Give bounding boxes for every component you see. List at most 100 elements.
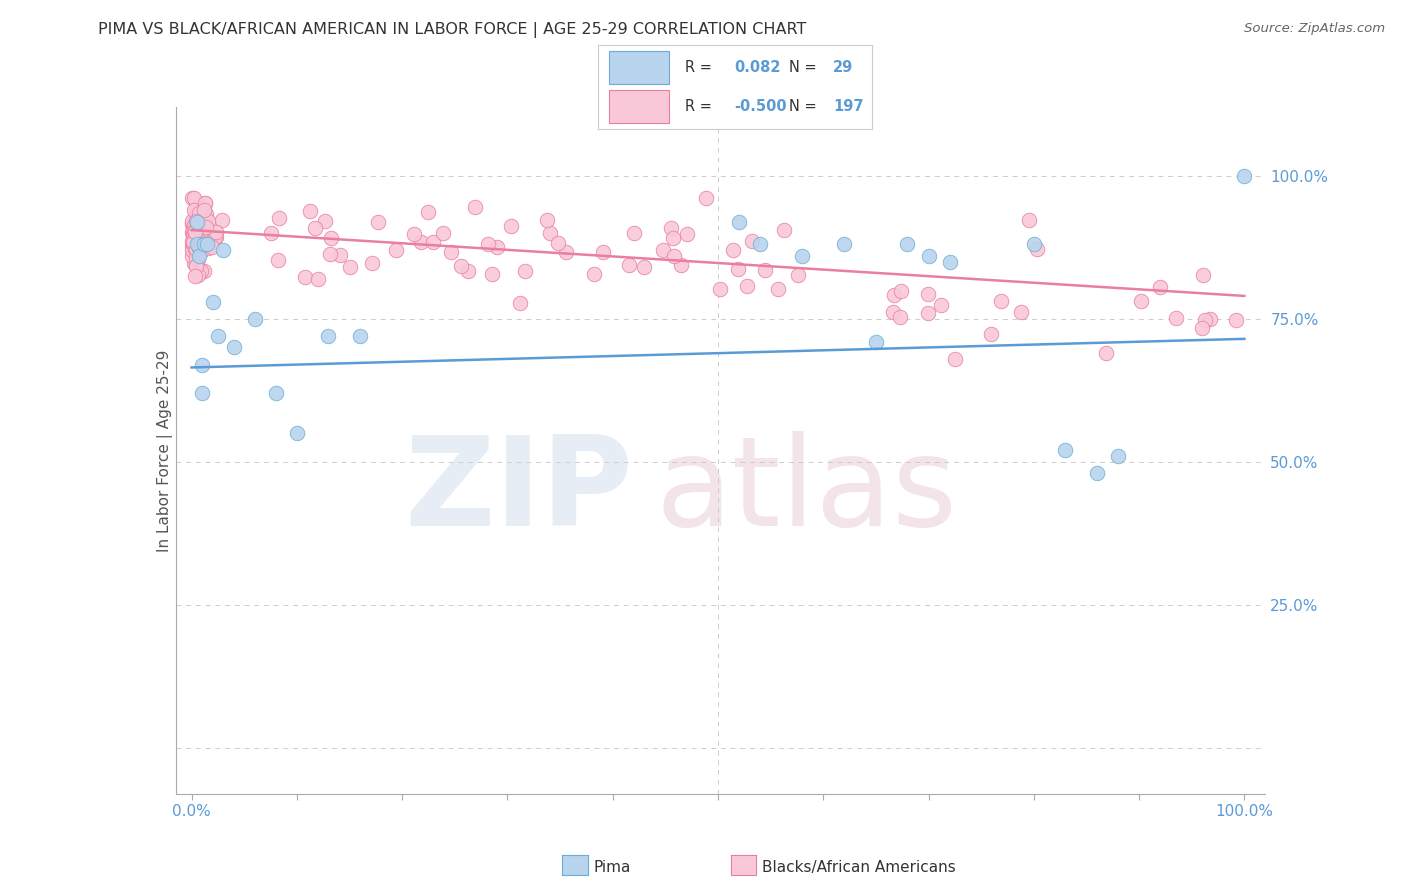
Point (188, 204, 211, 219)
Point (440, 244, 463, 259)
Point (191, 233, 214, 247)
Point (183, 244, 205, 259)
Point (187, 241, 209, 255)
Point (183, 236, 205, 251)
Point (538, 226, 561, 240)
Point (204, 230, 226, 244)
Point (509, 296, 531, 310)
Point (190, 264, 212, 278)
Point (464, 200, 486, 214)
Point (481, 267, 503, 281)
Bar (609, 52, 669, 84)
Point (186, 218, 208, 232)
Point (766, 282, 789, 296)
Point (709, 282, 731, 296)
Point (184, 226, 207, 240)
Point (187, 206, 209, 220)
Point (186, 237, 208, 252)
Point (181, 226, 204, 240)
Point (190, 237, 212, 252)
Point (181, 191, 204, 205)
Point (184, 242, 207, 256)
Point (197, 213, 219, 227)
Point (349, 329, 371, 343)
Point (319, 246, 342, 260)
Point (319, 231, 342, 245)
Point (195, 211, 218, 225)
Point (917, 306, 939, 320)
Point (1018, 213, 1040, 227)
Point (193, 215, 215, 229)
Point (184, 260, 207, 274)
Point (728, 214, 751, 228)
Point (1054, 443, 1077, 458)
Point (583, 267, 606, 281)
Point (1107, 449, 1129, 463)
Point (889, 310, 911, 324)
Point (671, 258, 693, 272)
Point (193, 237, 215, 252)
Point (181, 220, 204, 235)
Point (187, 229, 209, 244)
Point (188, 219, 211, 234)
Point (183, 212, 205, 227)
Point (181, 227, 204, 241)
Point (183, 235, 205, 249)
Point (181, 214, 204, 228)
Point (222, 340, 245, 354)
Point (832, 237, 855, 252)
Point (181, 227, 204, 242)
Point (194, 220, 217, 235)
Point (187, 205, 209, 219)
Point (190, 238, 212, 252)
Text: Pima: Pima (593, 861, 631, 875)
Point (191, 358, 214, 372)
Point (617, 258, 640, 272)
Point (186, 234, 208, 248)
Point (186, 232, 208, 246)
Point (186, 195, 208, 210)
Text: 197: 197 (834, 99, 863, 114)
Point (298, 204, 321, 219)
Point (294, 269, 316, 284)
Point (181, 225, 204, 239)
Point (896, 237, 918, 252)
Point (184, 268, 207, 283)
Point (204, 225, 226, 239)
Point (385, 243, 408, 257)
Text: -0.500: -0.500 (734, 99, 787, 114)
Point (187, 237, 209, 252)
Point (190, 235, 212, 250)
Point (457, 264, 479, 278)
Point (432, 226, 454, 240)
Point (1129, 294, 1152, 309)
Text: PIMA VS BLACK/AFRICAN AMERICAN IN LABOR FORCE | AGE 25-29 CORRELATION CHART: PIMA VS BLACK/AFRICAN AMERICAN IN LABOR … (98, 22, 807, 38)
Point (183, 226, 205, 240)
Point (360, 256, 382, 270)
Point (183, 222, 205, 236)
Point (723, 243, 745, 257)
Point (212, 243, 235, 257)
Point (194, 196, 217, 211)
Point (184, 242, 207, 256)
Text: R =: R = (685, 60, 713, 75)
Point (187, 239, 209, 253)
Point (191, 386, 214, 401)
Point (187, 215, 209, 229)
Point (197, 241, 219, 255)
Point (183, 232, 205, 246)
Point (187, 228, 209, 243)
Point (183, 239, 205, 253)
Point (188, 212, 211, 227)
Point (929, 298, 952, 312)
Point (186, 204, 208, 219)
Point (184, 235, 207, 249)
Point (792, 249, 814, 263)
Point (1194, 312, 1216, 326)
Point (186, 237, 208, 252)
Point (450, 259, 472, 273)
Point (307, 271, 329, 285)
Point (188, 244, 211, 259)
Point (735, 278, 758, 293)
Point (1149, 279, 1171, 293)
